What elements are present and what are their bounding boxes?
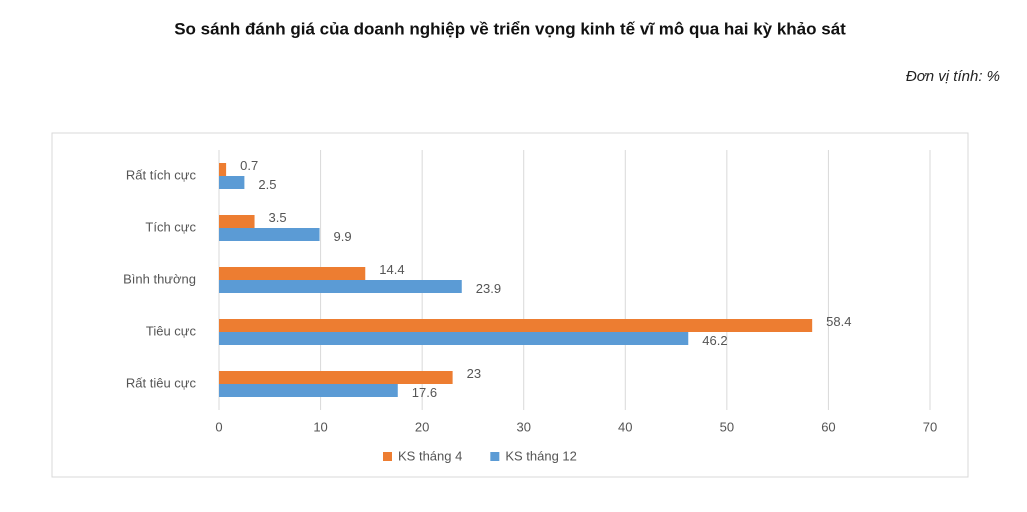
data-label: 14.4 bbox=[379, 262, 404, 277]
legend-swatch bbox=[490, 452, 500, 461]
data-label: 58.4 bbox=[826, 314, 851, 329]
unit-note: Đơn vị tính: % bbox=[906, 68, 1000, 85]
x-tick-label: 10 bbox=[313, 419, 327, 434]
bar bbox=[219, 371, 453, 384]
x-tick-label: 40 bbox=[618, 419, 632, 434]
chart-title: So sánh đánh giá của doanh nghiệp về tri… bbox=[174, 19, 846, 38]
bar bbox=[219, 176, 245, 189]
data-label: 3.5 bbox=[269, 210, 287, 225]
legend-label: KS tháng 12 bbox=[505, 448, 577, 463]
legend-label: KS tháng 4 bbox=[398, 448, 462, 463]
y-tick-label: Tiêu cực bbox=[146, 323, 197, 338]
bar bbox=[219, 215, 255, 228]
x-tick-label: 50 bbox=[720, 419, 734, 434]
bar bbox=[219, 267, 366, 280]
bar bbox=[219, 319, 813, 332]
bar bbox=[219, 332, 689, 345]
data-label: 0.7 bbox=[240, 158, 258, 173]
data-label: 23 bbox=[467, 366, 481, 381]
data-label: 2.5 bbox=[258, 177, 276, 192]
y-tick-label: Tích cực bbox=[145, 219, 196, 234]
data-label: 23.9 bbox=[476, 281, 501, 296]
x-tick-label: 30 bbox=[516, 419, 530, 434]
data-label: 17.6 bbox=[412, 385, 437, 400]
legend-swatch bbox=[383, 452, 392, 461]
x-tick-label: 70 bbox=[923, 419, 937, 434]
bar bbox=[219, 163, 227, 176]
x-tick-label: 20 bbox=[415, 419, 429, 434]
chart-frame bbox=[51, 132, 969, 478]
x-tick-label: 60 bbox=[821, 419, 835, 434]
y-tick-label: Rất tích cực bbox=[126, 167, 197, 182]
bar bbox=[219, 384, 398, 397]
data-label: 46.2 bbox=[702, 333, 727, 348]
y-tick-label: Bình thường bbox=[123, 271, 196, 286]
x-tick-label: 0 bbox=[215, 419, 222, 434]
bar bbox=[219, 228, 320, 241]
bar bbox=[219, 280, 462, 293]
y-tick-label: Rất tiêu cực bbox=[126, 375, 197, 390]
data-label: 9.9 bbox=[334, 229, 352, 244]
